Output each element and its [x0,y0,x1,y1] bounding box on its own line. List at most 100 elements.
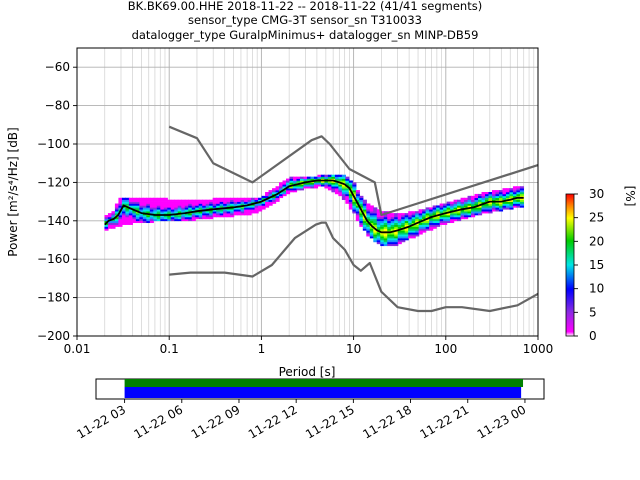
probability-cell [425,220,430,224]
probability-cell [341,184,346,187]
x-tick-label: 100 [434,342,457,356]
probability-cell [411,226,416,229]
probability-cell [317,182,322,185]
probability-cell [436,211,441,214]
probability-cell [128,218,133,222]
probability-cell [376,241,381,245]
probability-cell [432,213,437,216]
probability-cell [418,209,423,212]
probability-cell [432,207,437,210]
probability-cell [450,205,455,208]
probability-cell [429,224,434,227]
probability-cell [362,205,367,208]
probability-cell [415,230,420,233]
probability-cell [390,238,395,241]
probability-cell [205,216,210,220]
probability-cell [153,216,158,220]
probability-cell [345,180,350,183]
probability-cell [132,205,137,208]
probability-cell [268,199,273,202]
probability-cell [282,186,287,189]
probability-cell [387,220,392,224]
probability-cell [366,215,371,218]
probability-cell [390,215,395,218]
probability-cell [390,240,395,243]
probability-cell [373,238,378,241]
probability-cell [198,199,203,202]
probability-cell [191,215,196,218]
probability-cell [118,218,123,222]
probability-cell [188,199,193,202]
probability-cell [411,216,416,220]
probability-cell [415,226,420,229]
probability-cell [516,203,521,206]
probability-cell [432,224,437,227]
probability-cell [397,232,402,235]
probability-cell [446,220,451,224]
probability-cell [408,232,413,235]
probability-cell [502,195,507,199]
probability-cell [226,197,231,200]
probability-cell [394,215,399,218]
probability-cell [149,203,154,206]
probability-cell [422,224,427,227]
probability-cell [125,209,130,212]
probability-cell [202,207,207,210]
probability-cell [380,218,385,222]
probability-cell [338,184,343,187]
probability-cell [509,192,514,195]
probability-cell [237,203,242,206]
probability-cell [292,186,298,189]
probability-cell [471,199,476,202]
probability-cell [261,203,266,206]
y-tick-label: −100 [37,137,70,151]
y-tick-label: −60 [45,60,70,74]
probability-cell [453,199,458,202]
probability-cell [453,203,458,206]
probability-cell [512,201,518,204]
probability-cell [114,203,120,206]
probability-cell [107,213,113,216]
probability-cell [453,216,458,220]
probability-cell [303,176,308,179]
probability-cell [170,211,175,214]
probability-cell [401,240,406,243]
probability-cell [205,215,210,218]
probability-cell [432,218,437,222]
probability-cell [338,188,343,191]
probability-cell [327,188,332,191]
probability-cell [491,190,497,193]
probability-cell [282,190,287,193]
probability-cell [436,205,441,208]
probability-cell [408,211,413,214]
probability-cell [394,218,399,222]
probability-cell [132,215,137,218]
probability-cell [177,207,182,210]
probability-cell [478,195,483,199]
probability-cell [390,243,395,247]
probability-cell [519,193,525,197]
probability-cell [394,226,399,229]
probability-cell [292,178,298,181]
probability-cell [153,199,158,202]
probability-cell [436,216,441,220]
probability-cell [212,201,217,204]
probability-cell [443,222,448,225]
probability-cell [237,199,242,202]
probability-cell [404,230,409,233]
probability-cell [191,216,196,220]
probability-cell [167,203,172,206]
probability-cell [279,193,284,197]
probability-cell [362,209,367,212]
probability-cell [226,203,231,206]
probability-cell [376,236,381,239]
probability-cell [429,211,434,214]
probability-cell [174,218,179,222]
probability-cell [376,226,381,229]
probability-cell [380,222,385,225]
probability-cell [216,209,221,212]
probability-cell [247,199,252,202]
probability-cell [460,216,465,220]
probability-cell [212,203,217,206]
probability-cell [397,215,402,218]
